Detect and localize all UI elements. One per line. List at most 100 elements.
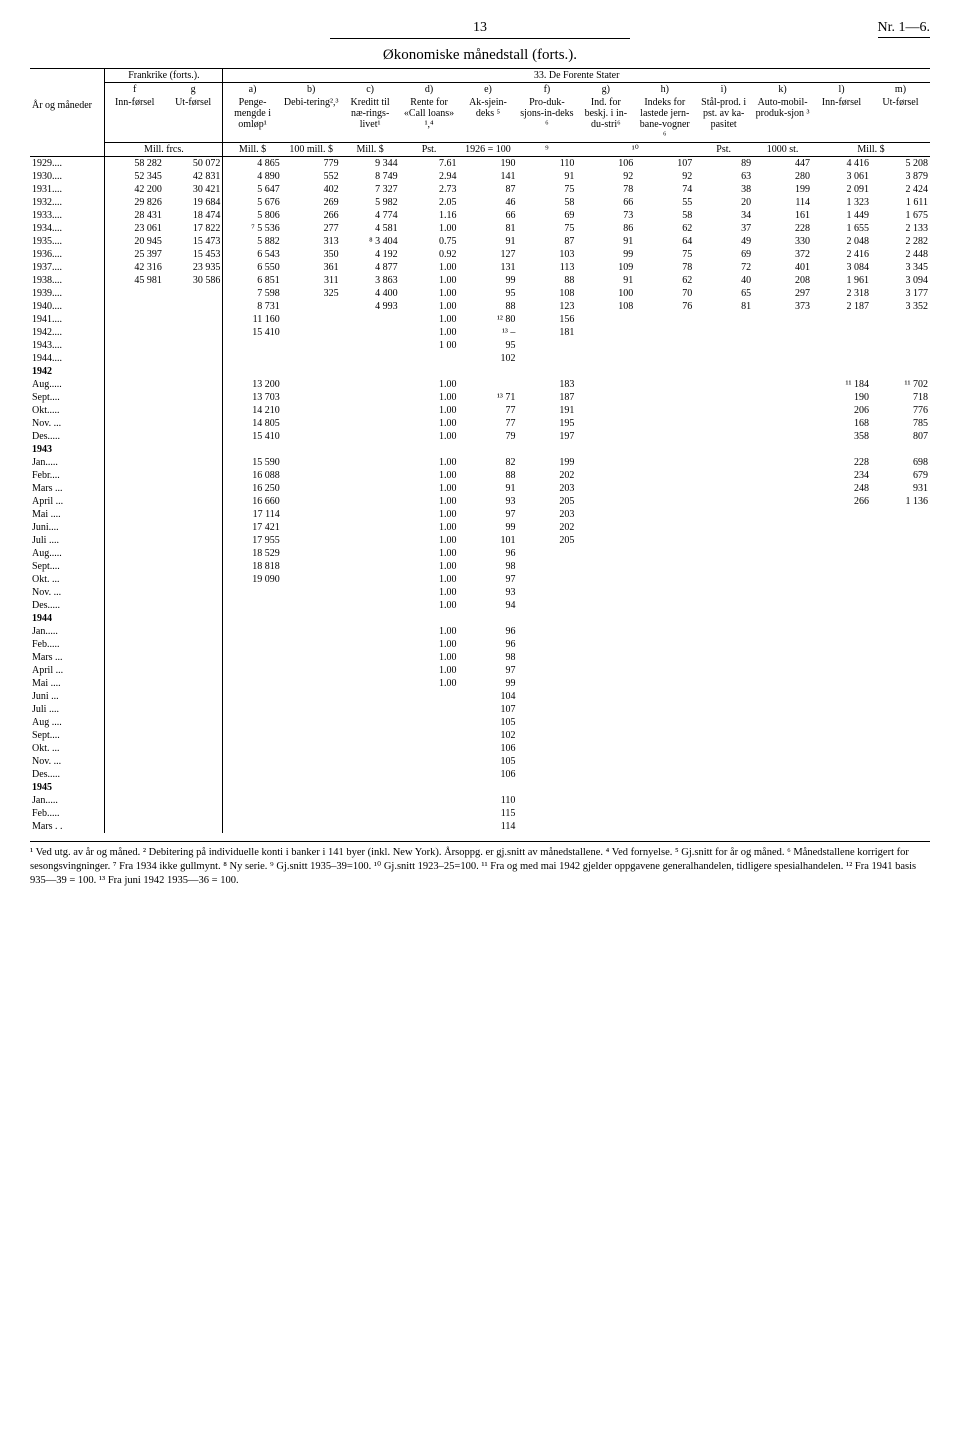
- table-cell: 1.00: [400, 599, 459, 612]
- table-cell: [105, 794, 164, 807]
- table-cell: [164, 560, 223, 573]
- table-cell: 8 749: [341, 170, 400, 183]
- table-cell: [812, 781, 871, 794]
- table-cell: [753, 391, 812, 404]
- table-cell: 99: [459, 521, 518, 534]
- table-cell: [694, 508, 753, 521]
- table-cell: 38: [694, 183, 753, 196]
- table-cell: 228: [812, 456, 871, 469]
- table-row: 1937....42 31623 9356 5503614 8771.00131…: [30, 261, 930, 274]
- year-block-row: 1944: [30, 612, 930, 625]
- table-cell: [164, 547, 223, 560]
- table-cell: [341, 690, 400, 703]
- table-cell: [105, 404, 164, 417]
- table-cell: [223, 820, 282, 833]
- table-cell: 1.00: [400, 651, 459, 664]
- table-cell: [282, 378, 341, 391]
- table-cell: [400, 781, 459, 794]
- col-d-txt: Rente for «Call loans» ¹,⁴: [400, 96, 459, 143]
- table-cell: [164, 443, 223, 456]
- table-cell: [341, 612, 400, 625]
- table-cell: [753, 365, 812, 378]
- table-cell: 183: [517, 378, 576, 391]
- table-cell: [517, 820, 576, 833]
- table-cell: [635, 482, 694, 495]
- table-cell: 807: [871, 430, 930, 443]
- table-cell: [871, 508, 930, 521]
- table-row: 1935....20 94515 4735 882313⁸ 3 4040.759…: [30, 235, 930, 248]
- col-m-txt: Ut-førsel: [871, 96, 930, 143]
- table-cell: ⁷ 5 536: [223, 222, 282, 235]
- unit-d: Pst.: [400, 143, 459, 157]
- table-cell: [282, 586, 341, 599]
- table-cell: [341, 547, 400, 560]
- table-cell: [635, 430, 694, 443]
- table-row: Sept....13 7031.00¹³ 71187190718: [30, 391, 930, 404]
- table-cell: [576, 625, 635, 638]
- table-cell: [341, 391, 400, 404]
- table-cell: 114: [459, 820, 518, 833]
- table-cell: 87: [459, 183, 518, 196]
- table-cell: 2 187: [812, 300, 871, 313]
- table-cell: [576, 417, 635, 430]
- table-cell: [105, 495, 164, 508]
- table-cell: [223, 651, 282, 664]
- table-cell: 123: [517, 300, 576, 313]
- col-inn: Inn-førsel: [105, 96, 164, 143]
- table-cell: [341, 573, 400, 586]
- table-cell: [105, 378, 164, 391]
- table-cell: [576, 690, 635, 703]
- table-cell: [753, 521, 812, 534]
- table-cell: 1931....: [30, 183, 105, 196]
- table-cell: [223, 664, 282, 677]
- table-row: 1929....58 28250 0724 8657799 3447.61190…: [30, 157, 930, 171]
- table-cell: [341, 703, 400, 716]
- table-cell: 3 177: [871, 287, 930, 300]
- table-row: Sept....102: [30, 729, 930, 742]
- table-cell: 91: [459, 482, 518, 495]
- table-cell: [105, 729, 164, 742]
- table-cell: [400, 443, 459, 456]
- table-cell: [282, 482, 341, 495]
- col-h: h): [635, 83, 694, 97]
- year-block-row: 1943: [30, 443, 930, 456]
- table-cell: 96: [459, 638, 518, 651]
- table-cell: 102: [459, 729, 518, 742]
- table-cell: [105, 573, 164, 586]
- table-cell: 78: [635, 261, 694, 274]
- table-cell: [635, 807, 694, 820]
- table-row: 1934....23 06117 822⁷ 5 5362774 5811.008…: [30, 222, 930, 235]
- table-cell: [400, 768, 459, 781]
- table-cell: [341, 469, 400, 482]
- table-cell: 1 136: [871, 495, 930, 508]
- table-cell: 52 345: [105, 170, 164, 183]
- table-cell: [576, 729, 635, 742]
- col-k-txt: Auto-mobil-produk-sjon ³: [753, 96, 812, 143]
- table-cell: [635, 794, 694, 807]
- table-cell: [341, 313, 400, 326]
- table-cell: [341, 664, 400, 677]
- table-cell: Jan.....: [30, 625, 105, 638]
- table-cell: [812, 716, 871, 729]
- table-cell: 98: [459, 651, 518, 664]
- table-cell: [635, 690, 694, 703]
- table-cell: [694, 729, 753, 742]
- table-cell: [753, 586, 812, 599]
- table-cell: 1938....: [30, 274, 105, 287]
- table-cell: 1 611: [871, 196, 930, 209]
- table-cell: [459, 612, 518, 625]
- rowhead: År og måneder: [30, 69, 105, 143]
- table-cell: 195: [517, 417, 576, 430]
- table-cell: [223, 612, 282, 625]
- col-a: a): [223, 83, 282, 97]
- table-cell: 1.00: [400, 495, 459, 508]
- table-cell: [812, 534, 871, 547]
- table-cell: [164, 664, 223, 677]
- table-cell: [164, 482, 223, 495]
- table-cell: [576, 573, 635, 586]
- table-cell: 698: [871, 456, 930, 469]
- table-cell: 127: [459, 248, 518, 261]
- table-cell: [223, 443, 282, 456]
- table-cell: 206: [812, 404, 871, 417]
- table-cell: [341, 625, 400, 638]
